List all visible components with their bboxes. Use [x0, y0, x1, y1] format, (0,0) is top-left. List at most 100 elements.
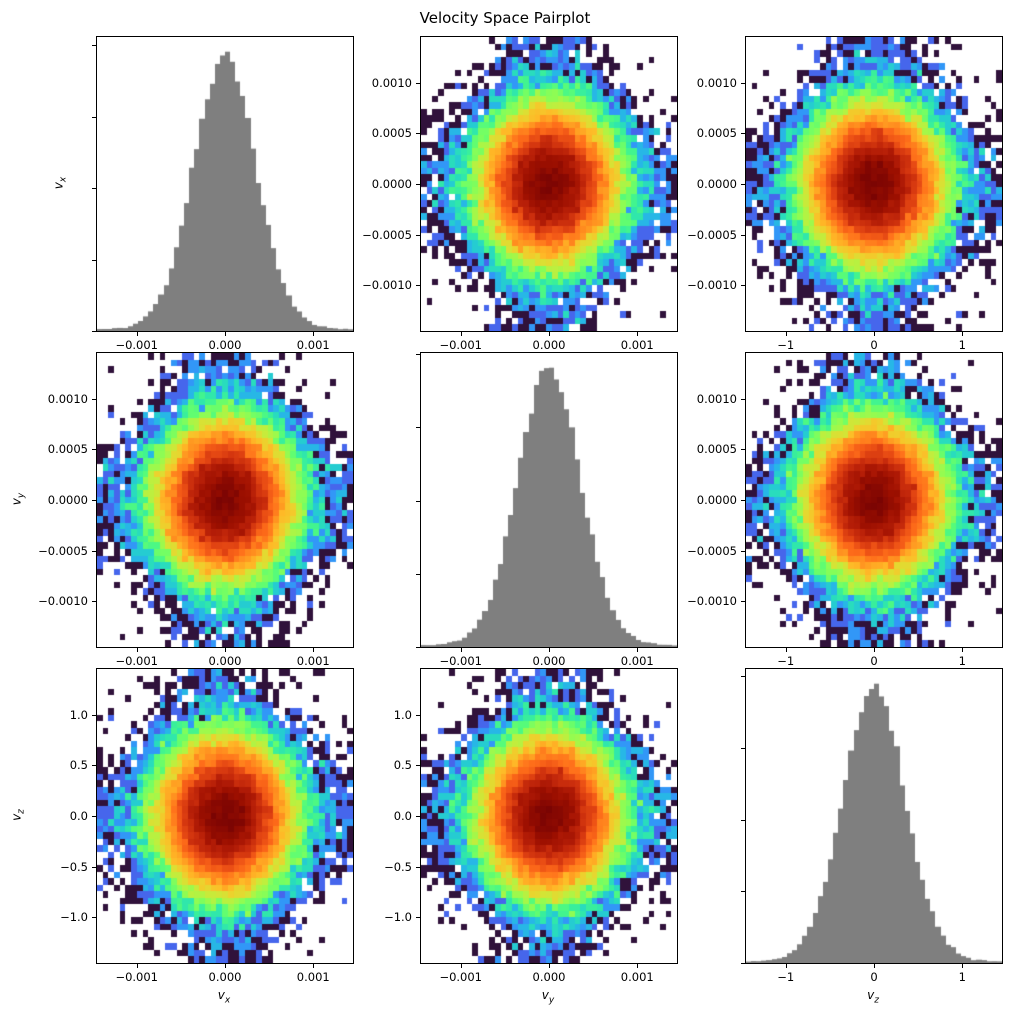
y-tick-label: 0.0 [69, 809, 88, 823]
heatmap-canvas [421, 669, 677, 963]
x-axis-label-vy: vy [542, 988, 554, 1005]
x-tick-mark [786, 964, 787, 968]
x-tick-label: 0 [870, 338, 878, 352]
y-tick-label: −1.0 [384, 910, 412, 925]
heatmap-canvas [746, 353, 1002, 647]
y-tick-mark [416, 285, 420, 286]
x-tick-label: −0.001 [439, 338, 482, 352]
x-axis-label-vx: vx [218, 988, 230, 1005]
x-tick-mark [313, 648, 314, 652]
panel-2-2 [745, 668, 1003, 964]
x-tick-mark [225, 648, 226, 652]
x-tick-label: 0.000 [532, 338, 566, 352]
y-tick-mark [416, 184, 420, 185]
y-tick-mark [416, 501, 420, 502]
x-tick-label: 0 [870, 654, 878, 668]
histogram-canvas [97, 37, 353, 331]
y-tick-mark [416, 765, 420, 766]
x-tick-mark [637, 964, 638, 968]
axis-label-base: v [9, 498, 24, 506]
x-tick-label: −1 [777, 654, 795, 668]
axis-label-base: v [9, 813, 24, 821]
x-tick-mark [313, 332, 314, 336]
x-tick-mark [637, 332, 638, 336]
x-tick-mark [549, 648, 550, 652]
x-tick-mark [461, 964, 462, 968]
y-tick-mark [92, 601, 96, 602]
y-tick-label: 0.0010 [47, 391, 88, 406]
x-tick-mark [874, 332, 875, 336]
y-tick-label: 1.0 [69, 707, 88, 722]
y-tick-label: −0.5 [384, 859, 412, 874]
x-tick-label: 0.000 [208, 338, 242, 352]
y-tick-mark [741, 133, 745, 134]
y-tick-mark [92, 331, 96, 332]
panel-2-0 [96, 668, 354, 964]
y-tick-label: 1.0 [393, 707, 412, 722]
x-tick-mark [225, 964, 226, 968]
x-tick-mark [137, 964, 138, 968]
y-tick-mark [741, 83, 745, 84]
axis-label-base: v [541, 988, 549, 1002]
y-tick-label: 0.5 [69, 758, 88, 773]
y-tick-mark [741, 891, 745, 892]
y-tick-mark [741, 285, 745, 286]
y-tick-mark [92, 45, 96, 46]
x-tick-mark [461, 648, 462, 652]
x-tick-mark [461, 332, 462, 336]
x-tick-label: 0.001 [620, 654, 654, 668]
axis-label-base: v [217, 988, 225, 1002]
y-tick-label: −0.0010 [362, 278, 412, 293]
x-tick-label: 0 [870, 970, 878, 984]
histogram-canvas [746, 669, 1002, 963]
y-tick-mark [741, 500, 745, 501]
y-tick-mark [416, 647, 420, 648]
y-tick-mark [92, 917, 96, 918]
chart-title: Velocity Space Pairplot [419, 9, 591, 27]
y-tick-mark [92, 449, 96, 450]
y-tick-label: 0.0000 [371, 177, 412, 191]
y-tick-mark [741, 601, 745, 602]
axis-label-subscript: x [58, 176, 69, 183]
y-tick-mark [416, 715, 420, 716]
x-tick-mark [225, 332, 226, 336]
x-tick-label: −1 [777, 970, 795, 984]
x-tick-label: 0.001 [296, 970, 330, 984]
axis-label-subscript: y [548, 995, 555, 1006]
y-tick-label: 0.0000 [47, 493, 88, 507]
y-tick-mark [741, 235, 745, 236]
x-tick-label: −1 [777, 338, 795, 352]
panel-1-0 [96, 352, 354, 648]
x-tick-mark [962, 648, 963, 652]
x-axis-label-vz: vz [867, 988, 879, 1005]
x-tick-mark [874, 648, 875, 652]
panel-0-0 [96, 36, 354, 332]
x-tick-label: 0.001 [296, 654, 330, 668]
x-tick-mark [549, 332, 550, 336]
x-tick-label: 1 [958, 654, 966, 668]
y-tick-mark [741, 748, 745, 749]
heatmap-canvas [97, 353, 353, 647]
y-tick-mark [416, 574, 420, 575]
y-tick-label: 0.5 [393, 758, 412, 773]
y-tick-mark [416, 816, 420, 817]
x-tick-label: 1 [958, 970, 966, 984]
y-tick-label: −0.0005 [38, 543, 88, 558]
y-tick-label: 0.0005 [47, 442, 88, 457]
y-tick-mark [741, 184, 745, 185]
x-tick-mark [962, 964, 963, 968]
y-tick-mark [741, 963, 745, 964]
y-tick-mark [416, 83, 420, 84]
panel-0-2 [745, 36, 1003, 332]
axis-label-subscript: y [16, 492, 27, 499]
y-tick-mark [741, 676, 745, 677]
x-tick-label: −0.001 [439, 970, 482, 984]
y-tick-mark [92, 260, 96, 261]
x-tick-mark [137, 332, 138, 336]
x-tick-label: 0.001 [620, 970, 654, 984]
heatmap-canvas [97, 669, 353, 963]
y-tick-label: 0.0005 [371, 126, 412, 141]
x-tick-mark [637, 648, 638, 652]
y-tick-mark [92, 117, 96, 118]
